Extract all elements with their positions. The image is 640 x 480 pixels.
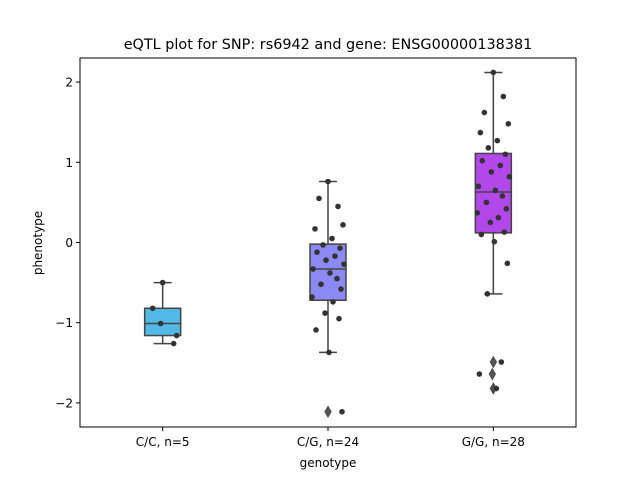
data-point — [484, 291, 491, 297]
data-point — [318, 281, 324, 288]
data-point — [313, 327, 319, 333]
y-tick-label: 2 — [65, 76, 73, 90]
data-point — [497, 162, 504, 169]
data-point — [310, 266, 316, 272]
data-point — [493, 385, 500, 392]
data-point — [478, 231, 485, 238]
y-axis-label: phenotype — [31, 211, 45, 275]
data-point — [336, 315, 342, 322]
data-point — [327, 270, 333, 276]
data-point — [314, 249, 320, 255]
data-point — [335, 203, 341, 210]
data-point — [505, 120, 512, 127]
data-point — [504, 260, 511, 267]
data-point — [149, 305, 156, 312]
outlier-marker — [324, 405, 332, 419]
data-point — [483, 199, 490, 206]
data-point — [312, 226, 318, 232]
data-point — [503, 206, 510, 212]
points-group-3 — [474, 69, 513, 392]
data-point — [500, 93, 507, 100]
box-iqr — [474, 152, 513, 234]
data-point — [341, 261, 347, 267]
y-tick-label: −1 — [55, 316, 73, 330]
chart-title: eQTL plot for SNP: rs6942 and gene: ENSG… — [124, 37, 533, 53]
data-point — [170, 340, 177, 347]
data-point — [159, 279, 166, 286]
data-point — [337, 245, 343, 251]
outlier-marker — [488, 367, 496, 381]
data-point — [173, 332, 180, 339]
data-point — [474, 210, 481, 216]
data-point — [499, 193, 506, 199]
data-point — [316, 195, 322, 202]
y-tick-label: 0 — [65, 236, 73, 250]
data-point — [481, 109, 488, 116]
data-point — [477, 129, 484, 136]
data-point — [494, 137, 501, 144]
data-point — [330, 299, 336, 305]
points-group-2 — [309, 178, 347, 415]
data-point — [476, 371, 483, 377]
data-point — [340, 222, 346, 228]
data-point — [309, 294, 315, 300]
data-point — [490, 69, 497, 76]
data-point — [506, 173, 513, 180]
y-axis: −2 −1 0 1 2 — [55, 76, 80, 410]
data-point — [487, 219, 494, 226]
plot-area — [143, 69, 513, 419]
points-group-1 — [149, 279, 180, 347]
x-axis: C/C, n=5 C/G, n=24 G/G, n=28 — [136, 427, 525, 449]
data-point — [495, 214, 502, 221]
data-point — [320, 242, 326, 248]
data-point — [326, 349, 332, 356]
data-point — [334, 275, 340, 282]
x-tick-label: C/C, n=5 — [136, 435, 190, 449]
data-point — [485, 145, 492, 151]
data-point — [492, 187, 499, 194]
data-point — [325, 178, 331, 185]
data-point — [498, 359, 505, 365]
x-tick-label: C/G, n=24 — [297, 435, 359, 449]
data-point — [332, 253, 338, 259]
data-point — [501, 229, 508, 235]
x-axis-label: genotype — [300, 456, 357, 470]
data-point — [339, 408, 345, 415]
data-point — [157, 320, 164, 327]
data-point — [338, 286, 344, 292]
x-tick-label: G/G, n=28 — [462, 435, 525, 449]
data-point — [475, 183, 482, 190]
data-point — [479, 157, 486, 164]
data-point — [502, 151, 509, 158]
outlier-marker — [489, 355, 497, 369]
data-point — [488, 169, 495, 175]
data-point — [323, 257, 329, 263]
y-tick-label: 1 — [65, 156, 73, 170]
y-tick-label: −2 — [55, 396, 73, 410]
data-point — [329, 235, 335, 242]
data-point — [322, 310, 328, 316]
data-point — [491, 238, 498, 245]
